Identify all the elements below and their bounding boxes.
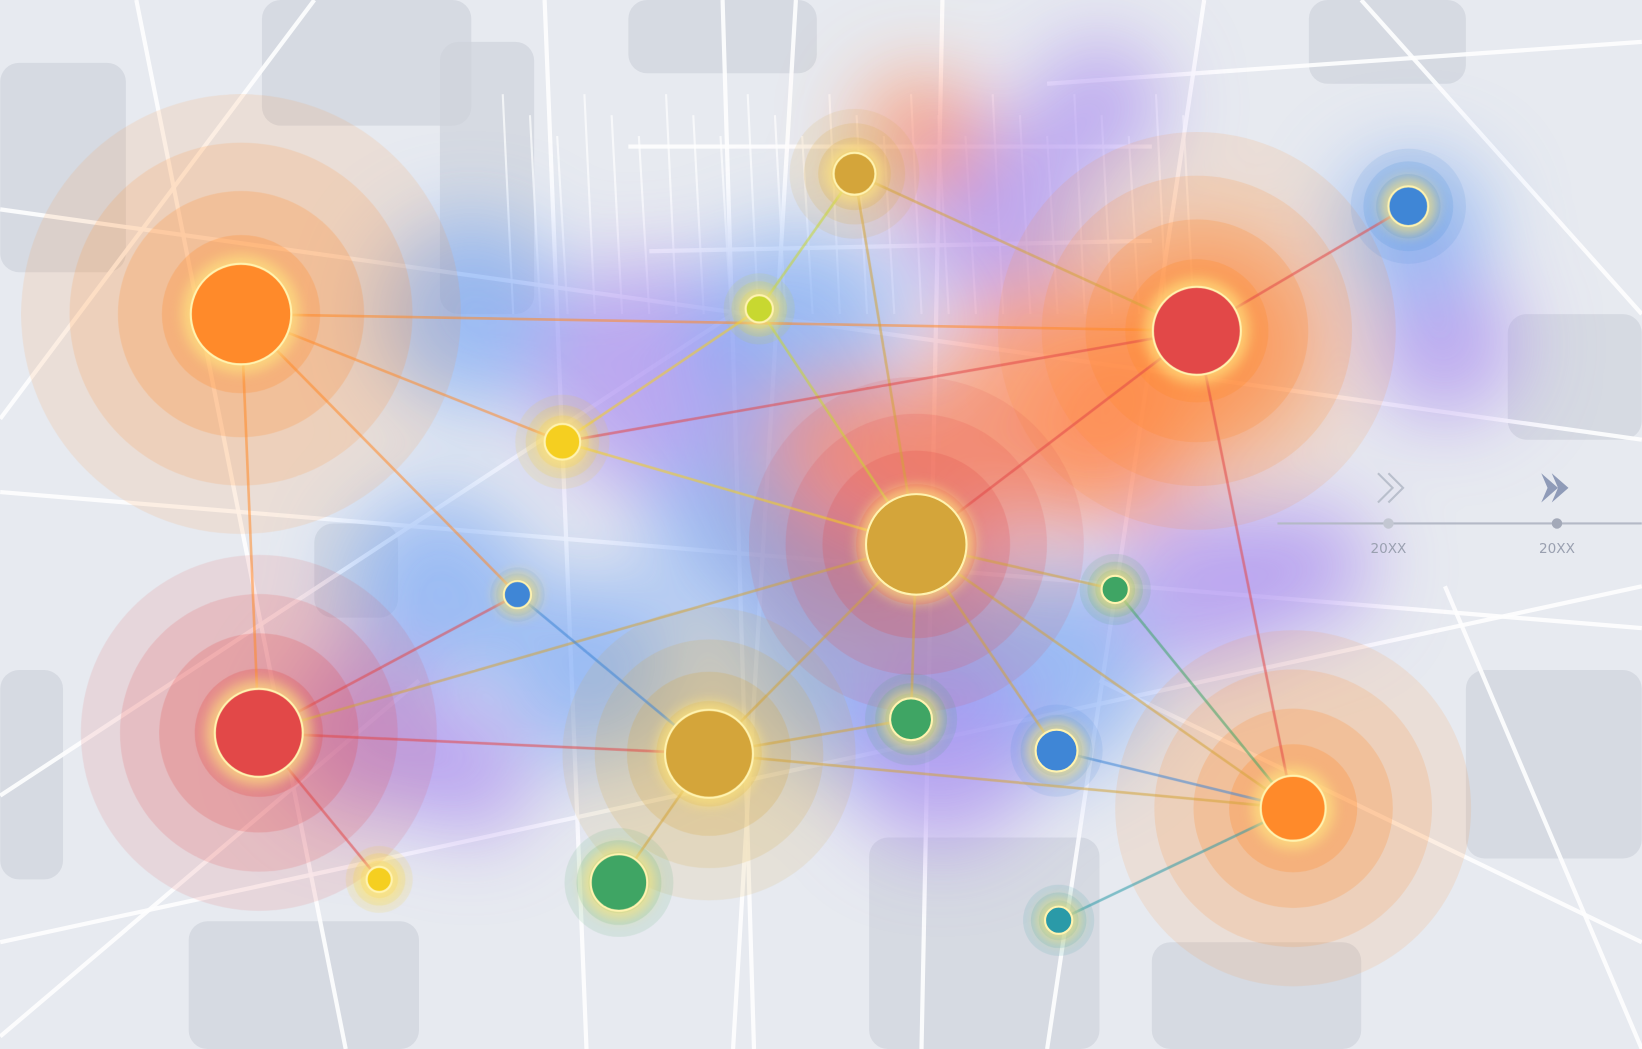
network-node (1100, 574, 1130, 605)
network-node (502, 579, 533, 610)
network-edge (239, 314, 261, 733)
city-block (1465, 670, 1642, 859)
network-node (1034, 728, 1079, 773)
heat-spot (1246, 502, 1372, 629)
network-node (365, 865, 393, 894)
network-edge (915, 543, 1294, 810)
network-edge (562, 440, 917, 546)
heat-spot (1120, 502, 1288, 671)
city-block (1507, 314, 1642, 440)
heat-spot (345, 492, 535, 681)
timeline-label: 20XX (1539, 541, 1575, 557)
chevron-double-right-outline-icon (1377, 472, 1405, 504)
timeline: 20XX 20XX (1277, 472, 1642, 557)
network-node (663, 708, 754, 799)
city-block (1308, 0, 1466, 84)
street (556, 136, 569, 315)
network-nodes (182, 144, 1437, 943)
heat-spot (1371, 272, 1519, 419)
network-edge (562, 329, 1198, 444)
network-edge (1114, 588, 1295, 810)
timeline-marker[interactable]: 20XX (1370, 472, 1406, 557)
road (1098, 678, 1642, 945)
road (0, 0, 316, 421)
network-edge (708, 752, 1294, 810)
road (542, 0, 589, 1049)
network-node (1387, 185, 1430, 228)
city-block (261, 0, 472, 126)
network-edge (1195, 330, 1295, 809)
city-block (0, 62, 126, 273)
network-node (1043, 905, 1074, 935)
timeline-label: 20XX (1370, 541, 1406, 557)
network-edge (915, 329, 1198, 546)
timeline-dot (1551, 518, 1563, 529)
network-node (744, 294, 774, 324)
timeline-dot (1383, 518, 1394, 529)
network-node (1151, 285, 1242, 376)
heat-spot (377, 219, 566, 409)
network-edge (258, 731, 710, 756)
city-block (188, 921, 419, 1049)
heat-spot (1036, 41, 1163, 168)
chevron-double-right-filled-icon (1541, 473, 1569, 503)
road (1045, 0, 1207, 1049)
network-node (543, 422, 582, 461)
network-node (213, 687, 304, 778)
road (1359, 0, 1642, 316)
network-node (889, 697, 934, 742)
timeline-marker[interactable]: 20XX (1539, 473, 1575, 557)
network-node (189, 262, 293, 366)
network-node (864, 493, 968, 596)
city-block (1151, 942, 1362, 1049)
network-edge (258, 543, 917, 735)
network-node (1259, 774, 1327, 842)
road (1443, 585, 1642, 1049)
heat-spot (858, 73, 985, 199)
heatmap-layer (282, 41, 1519, 848)
network-edge (1058, 807, 1294, 922)
network-node (589, 853, 649, 912)
network-edge (853, 172, 1198, 333)
network-edge (853, 173, 918, 545)
network-edge (240, 312, 1197, 333)
heat-spot (649, 439, 817, 608)
network-node (832, 151, 877, 196)
network-edge (240, 313, 519, 596)
network-edge (561, 307, 760, 443)
